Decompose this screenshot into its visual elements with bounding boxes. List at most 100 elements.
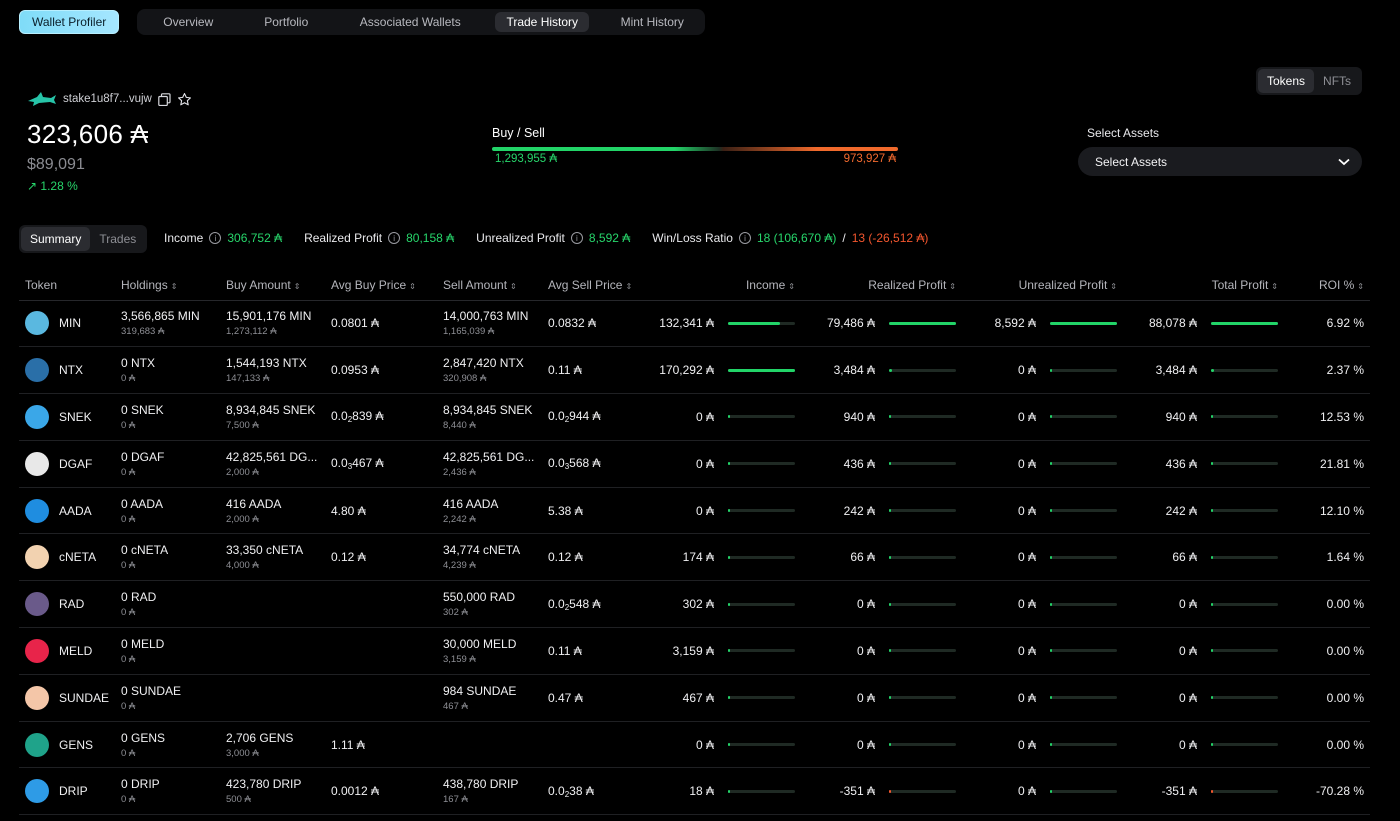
table-row[interactable]: GENS 0 GENS 0 ₳ 2,706 GENS 3,000 ₳ 1.11 ₳ 0 ₳ 0…	[19, 721, 1370, 769]
table-row[interactable]: NTX 0 NTX 0 ₳ 1,544,193 NTX 147,133 ₳ 0.0953 …	[19, 346, 1370, 395]
select-assets-dropdown[interactable]: Select Assets	[1078, 147, 1362, 176]
table-row[interactable]: DRIP 0 DRIP 0 ₳ 423,780 DRIP 500 ₳ 0.0012 ₳ 43…	[19, 767, 1370, 816]
unrealized-value: 0 ₳	[1017, 597, 1036, 612]
col-buy-amount[interactable]: Buy Amount ⇕	[220, 270, 325, 301]
token-cell[interactable]: DGAF	[19, 440, 115, 488]
unrealized-value: 0 ₳	[1017, 784, 1036, 799]
token-cell[interactable]: MIN	[19, 300, 115, 348]
holdings-cell: 0 SNEK 0 ₳	[115, 393, 220, 441]
table-row[interactable]: MELD 0 MELD 0 ₳ 30,000 MELD 3,159 ₳ 0.11 ₳ 3,1…	[19, 627, 1370, 675]
tab-summary[interactable]: Summary	[21, 227, 91, 251]
total-bar	[1211, 602, 1278, 606]
info-icon[interactable]: i	[388, 232, 401, 244]
select-assets-value: Select Assets	[1095, 154, 1168, 169]
realized-value: 242 ₳	[843, 503, 875, 518]
income-cell: 3,159 ₳	[647, 627, 801, 675]
col-token[interactable]: Token	[19, 270, 115, 301]
tab-mint-history[interactable]: Mint History	[620, 15, 684, 29]
token-cell[interactable]: GENS	[19, 721, 115, 769]
token-cell[interactable]: AADA	[19, 487, 115, 535]
col-realized-profit[interactable]: Realized Profit ⇕	[801, 270, 962, 301]
summary-tabs: Summary Trades	[19, 225, 148, 253]
total-bar	[1211, 462, 1278, 466]
income-cell: 302 ₳	[647, 580, 801, 629]
avg-buy-cell: 0.0953 ₳	[325, 346, 437, 395]
income-value: 18 ₳	[689, 784, 714, 799]
avg-sell-cell: 0.0832 ₳	[542, 300, 647, 348]
table-row[interactable]: MIN 3,566,865 MIN 319,683 ₳ 15,901,176 MIN 1…	[19, 300, 1370, 348]
tab-trade-history[interactable]: Trade History	[495, 12, 590, 32]
star-icon[interactable]	[177, 92, 192, 107]
income-cell: 18 ₳	[647, 767, 801, 816]
roi-cell: 0.00 %	[1284, 627, 1370, 675]
table-row[interactable]: AADA 0 AADA 0 ₳ 416 AADA 2,000 ₳ 4.80 ₳ 416 AA…	[19, 487, 1370, 535]
income-value: 3,159 ₳	[672, 643, 714, 658]
total-cell: 436 ₳	[1123, 440, 1284, 488]
table-row[interactable]: SNEK 0 SNEK 0 ₳ 8,934,845 SNEK 7,500 ₳ 0.0283…	[19, 393, 1370, 441]
nfts-toggle[interactable]: NFTs	[1323, 74, 1352, 88]
unrealized-cell: 0 ₳	[962, 674, 1123, 722]
roi-cell: 0.00 %	[1284, 580, 1370, 629]
col-holdings[interactable]: Holdings ⇕	[115, 270, 220, 301]
buy-sell-title: Buy / Sell	[492, 126, 545, 140]
unrealized-value: 0 ₳	[1017, 643, 1036, 658]
col-income[interactable]: Income ⇕	[647, 270, 801, 301]
table-row[interactable]: DGAF 0 DGAF 0 ₳ 42,825,561 DG... 2,000 ₳ 0.03…	[19, 440, 1370, 488]
token-name: SUNDAE	[59, 690, 110, 705]
sell-amount-cell: 2,847,420 NTX 320,908 ₳	[437, 346, 542, 395]
tab-associated-wallets[interactable]: Associated Wallets	[359, 15, 461, 29]
token-cell[interactable]: DRIP	[19, 767, 115, 816]
token-cell[interactable]: SUNDAE	[19, 674, 115, 722]
info-icon[interactable]: i	[570, 232, 583, 244]
total-value: 88,078 ₳	[1148, 316, 1197, 331]
realized-bar	[889, 509, 956, 513]
info-icon[interactable]: i	[209, 232, 222, 244]
col-unrealized-profit[interactable]: Unrealized Profit ⇕	[962, 270, 1123, 301]
realized-cell: 79,486 ₳	[801, 300, 962, 348]
token-cell[interactable]: MELD	[19, 627, 115, 675]
col-roi[interactable]: ROI % ⇕	[1284, 270, 1370, 301]
realized-value: 940 ₳	[843, 409, 875, 424]
col-sell-amount[interactable]: Sell Amount ⇕	[437, 270, 542, 301]
tokens-toggle[interactable]: Tokens	[1258, 69, 1315, 93]
roi-cell: 12.10 %	[1284, 487, 1370, 535]
wallet-profiler-button[interactable]: Wallet Profiler	[19, 10, 120, 34]
wins-value: 18 (106,670 ₳)	[756, 231, 837, 245]
sort-icon: ⇕	[1110, 281, 1117, 291]
token-cell[interactable]: cNETA	[19, 533, 115, 582]
unrealized-value: 0 ₳	[1017, 503, 1036, 518]
unrealized-cell: 0 ₳	[962, 346, 1123, 395]
tab-trades[interactable]: Trades	[99, 232, 137, 246]
snek-icon	[25, 404, 49, 429]
sundae-icon	[25, 685, 49, 710]
total-bar	[1211, 649, 1278, 653]
holdings-cell: 0 DRIP 0 ₳	[115, 767, 220, 816]
token-cell[interactable]: SNEK	[19, 393, 115, 441]
copy-icon[interactable]	[158, 92, 171, 106]
tab-portfolio[interactable]: Portfolio	[264, 15, 309, 29]
stats-row: Income i 306,752 ₳ Realized Profit i 80,…	[164, 231, 950, 245]
buy-amount-cell: 416 AADA 2,000 ₳	[220, 487, 325, 535]
col-total-profit[interactable]: Total Profit ⇕	[1123, 270, 1284, 301]
income-bar	[728, 368, 795, 372]
token-cell[interactable]: NTX	[19, 346, 115, 395]
avg-buy-cell	[325, 627, 437, 675]
table-row[interactable]: cNETA 0 cNETA 0 ₳ 33,350 cNETA 4,000 ₳ 0.12 ₳…	[19, 533, 1370, 582]
token-name: MIN	[59, 316, 81, 331]
col-avg-sell-price[interactable]: Avg Sell Price ⇕	[542, 270, 647, 301]
tab-overview[interactable]: Overview	[163, 15, 214, 29]
stat-income: Income i 306,752 ₳	[164, 231, 282, 245]
total-bar	[1211, 789, 1278, 793]
token-cell[interactable]: RAD	[19, 580, 115, 629]
holdings-cell: 0 SUNDAE 0 ₳	[115, 674, 220, 722]
info-icon[interactable]: i	[738, 232, 751, 244]
total-cell: 66 ₳	[1123, 533, 1284, 582]
total-cell: -351 ₳	[1123, 767, 1284, 816]
roi-cell: 12.53 %	[1284, 393, 1370, 441]
holdings-cell: 0 DGAF 0 ₳	[115, 440, 220, 488]
table-row[interactable]: RAD 0 RAD 0 ₳ 550,000 RAD 302 ₳ 0.02548 ₳ 302 …	[19, 580, 1370, 629]
realized-bar	[889, 649, 956, 653]
col-avg-buy-price[interactable]: Avg Buy Price ⇕	[325, 270, 437, 301]
sell-amount-cell: 14,000,763 MIN 1,165,039 ₳	[437, 300, 542, 348]
table-row[interactable]: SUNDAE 0 SUNDAE 0 ₳ 984 SUNDAE 467 ₳ 0.47 ₳ 46…	[19, 674, 1370, 722]
